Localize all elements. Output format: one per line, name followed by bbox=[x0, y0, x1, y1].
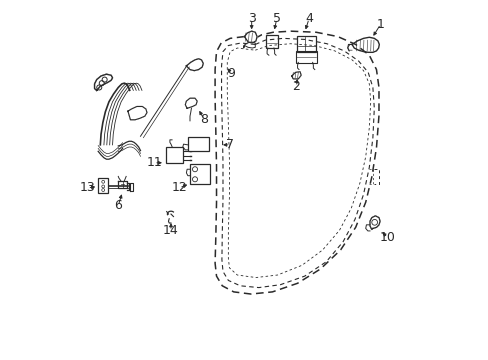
Circle shape bbox=[102, 185, 104, 188]
Polygon shape bbox=[369, 216, 379, 229]
Text: 14: 14 bbox=[163, 224, 179, 238]
Circle shape bbox=[192, 167, 197, 172]
Text: 4: 4 bbox=[305, 12, 312, 25]
Bar bbox=[187, 137, 209, 150]
Text: 7: 7 bbox=[225, 138, 234, 151]
Polygon shape bbox=[94, 74, 112, 90]
Polygon shape bbox=[291, 72, 301, 79]
Circle shape bbox=[371, 220, 377, 225]
Circle shape bbox=[192, 177, 197, 182]
Text: 13: 13 bbox=[80, 181, 95, 194]
Text: 11: 11 bbox=[146, 156, 162, 169]
Text: 1: 1 bbox=[376, 18, 384, 31]
Bar bbox=[98, 178, 108, 193]
Text: 6: 6 bbox=[114, 199, 122, 212]
Circle shape bbox=[102, 180, 104, 183]
Polygon shape bbox=[185, 98, 197, 108]
Polygon shape bbox=[244, 31, 257, 43]
Text: 5: 5 bbox=[272, 12, 280, 25]
Text: 10: 10 bbox=[379, 231, 395, 244]
Polygon shape bbox=[128, 107, 147, 120]
Text: 3: 3 bbox=[247, 12, 255, 25]
Bar bbox=[190, 164, 209, 184]
Circle shape bbox=[102, 189, 104, 192]
Text: 12: 12 bbox=[171, 181, 187, 194]
Bar bbox=[165, 147, 183, 163]
Polygon shape bbox=[186, 59, 203, 71]
Text: 9: 9 bbox=[226, 67, 234, 80]
Text: 8: 8 bbox=[200, 113, 208, 126]
Text: 2: 2 bbox=[292, 80, 300, 93]
